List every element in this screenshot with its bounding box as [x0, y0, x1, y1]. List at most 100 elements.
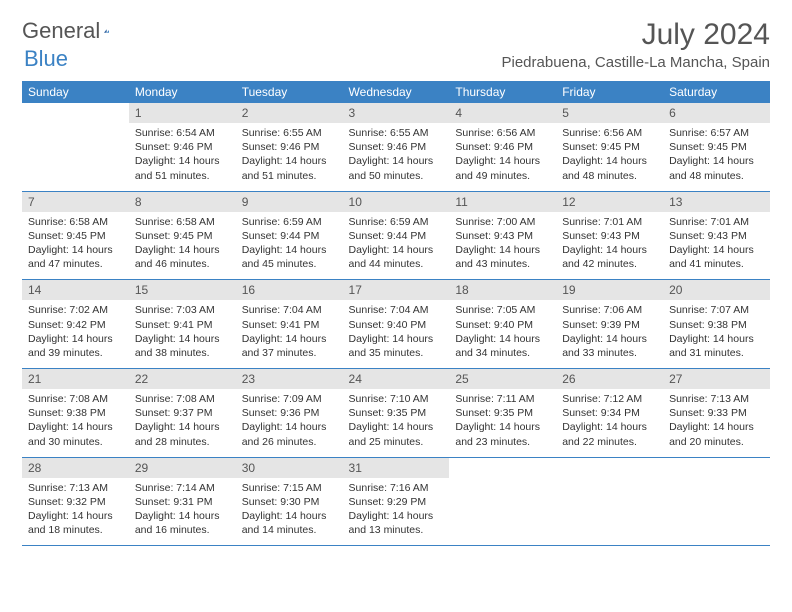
- day-data: Sunrise: 7:10 AMSunset: 9:35 PMDaylight:…: [343, 389, 450, 457]
- day-number: 11: [449, 192, 556, 212]
- day-cell: 8Sunrise: 6:58 AMSunset: 9:45 PMDaylight…: [129, 191, 236, 280]
- sunrise-line: Sunrise: 6:55 AM: [349, 126, 444, 140]
- daylight-line: Daylight: 14 hours and 44 minutes.: [349, 243, 444, 271]
- day-data: Sunrise: 6:55 AMSunset: 9:46 PMDaylight:…: [343, 123, 450, 191]
- day-number: 14: [22, 280, 129, 300]
- weekday-header: Monday: [129, 81, 236, 103]
- day-number: 9: [236, 192, 343, 212]
- day-cell: 18Sunrise: 7:05 AMSunset: 9:40 PMDayligh…: [449, 280, 556, 369]
- daylight-line: Daylight: 14 hours and 49 minutes.: [455, 154, 550, 182]
- week-row: 21Sunrise: 7:08 AMSunset: 9:38 PMDayligh…: [22, 369, 770, 458]
- daylight-line: Daylight: 14 hours and 41 minutes.: [669, 243, 764, 271]
- day-number: 10: [343, 192, 450, 212]
- sunset-line: Sunset: 9:31 PM: [135, 495, 230, 509]
- daylight-line: Daylight: 14 hours and 50 minutes.: [349, 154, 444, 182]
- day-data: Sunrise: 6:54 AMSunset: 9:46 PMDaylight:…: [129, 123, 236, 191]
- day-data: Sunrise: 7:05 AMSunset: 9:40 PMDaylight:…: [449, 300, 556, 368]
- logo-text-blue: Blue: [24, 46, 68, 72]
- daylight-line: Daylight: 14 hours and 43 minutes.: [455, 243, 550, 271]
- weekday-header: Friday: [556, 81, 663, 103]
- day-number: 15: [129, 280, 236, 300]
- day-data: Sunrise: 6:58 AMSunset: 9:45 PMDaylight:…: [129, 212, 236, 280]
- day-data: Sunrise: 7:14 AMSunset: 9:31 PMDaylight:…: [129, 478, 236, 546]
- daylight-line: Daylight: 14 hours and 51 minutes.: [242, 154, 337, 182]
- day-data: Sunrise: 7:04 AMSunset: 9:40 PMDaylight:…: [343, 300, 450, 368]
- day-data: Sunrise: 7:03 AMSunset: 9:41 PMDaylight:…: [129, 300, 236, 368]
- sunrise-line: Sunrise: 7:04 AM: [349, 303, 444, 317]
- day-number: 26: [556, 369, 663, 389]
- day-cell: 7Sunrise: 6:58 AMSunset: 9:45 PMDaylight…: [22, 191, 129, 280]
- day-number: 8: [129, 192, 236, 212]
- sunrise-line: Sunrise: 6:54 AM: [135, 126, 230, 140]
- day-number: 17: [343, 280, 450, 300]
- daylight-line: Daylight: 14 hours and 25 minutes.: [349, 420, 444, 448]
- day-data: Sunrise: 6:56 AMSunset: 9:45 PMDaylight:…: [556, 123, 663, 191]
- day-number: 16: [236, 280, 343, 300]
- day-number: 19: [556, 280, 663, 300]
- day-cell: 31Sunrise: 7:16 AMSunset: 9:29 PMDayligh…: [343, 457, 450, 546]
- day-number: 29: [129, 458, 236, 478]
- location: Piedrabuena, Castille-La Mancha, Spain: [502, 54, 771, 71]
- sunrise-line: Sunrise: 7:07 AM: [669, 303, 764, 317]
- day-cell: 21Sunrise: 7:08 AMSunset: 9:38 PMDayligh…: [22, 369, 129, 458]
- day-data: Sunrise: 6:59 AMSunset: 9:44 PMDaylight:…: [236, 212, 343, 280]
- day-data: Sunrise: 7:01 AMSunset: 9:43 PMDaylight:…: [556, 212, 663, 280]
- daylight-line: Daylight: 14 hours and 45 minutes.: [242, 243, 337, 271]
- daylight-line: Daylight: 14 hours and 48 minutes.: [562, 154, 657, 182]
- daylight-line: Daylight: 14 hours and 18 minutes.: [28, 509, 123, 537]
- sunrise-line: Sunrise: 7:15 AM: [242, 481, 337, 495]
- sunset-line: Sunset: 9:41 PM: [242, 318, 337, 332]
- day-data: Sunrise: 6:56 AMSunset: 9:46 PMDaylight:…: [449, 123, 556, 191]
- day-number: 20: [663, 280, 770, 300]
- sunset-line: Sunset: 9:34 PM: [562, 406, 657, 420]
- sunset-line: Sunset: 9:45 PM: [562, 140, 657, 154]
- sunset-line: Sunset: 9:30 PM: [242, 495, 337, 509]
- day-cell: [22, 103, 129, 191]
- sunrise-line: Sunrise: 7:14 AM: [135, 481, 230, 495]
- day-cell: 16Sunrise: 7:04 AMSunset: 9:41 PMDayligh…: [236, 280, 343, 369]
- day-cell: 26Sunrise: 7:12 AMSunset: 9:34 PMDayligh…: [556, 369, 663, 458]
- sunrise-line: Sunrise: 7:02 AM: [28, 303, 123, 317]
- day-cell: [663, 457, 770, 546]
- day-cell: 28Sunrise: 7:13 AMSunset: 9:32 PMDayligh…: [22, 457, 129, 546]
- sunset-line: Sunset: 9:33 PM: [669, 406, 764, 420]
- day-data: Sunrise: 6:58 AMSunset: 9:45 PMDaylight:…: [22, 212, 129, 280]
- day-cell: 14Sunrise: 7:02 AMSunset: 9:42 PMDayligh…: [22, 280, 129, 369]
- weekday-header: Sunday: [22, 81, 129, 103]
- day-number: 25: [449, 369, 556, 389]
- day-data: Sunrise: 7:07 AMSunset: 9:38 PMDaylight:…: [663, 300, 770, 368]
- weekday-header: Saturday: [663, 81, 770, 103]
- sunrise-line: Sunrise: 6:59 AM: [349, 215, 444, 229]
- weekday-header: Thursday: [449, 81, 556, 103]
- day-data: Sunrise: 7:02 AMSunset: 9:42 PMDaylight:…: [22, 300, 129, 368]
- day-number: 4: [449, 103, 556, 123]
- sunset-line: Sunset: 9:46 PM: [455, 140, 550, 154]
- sunrise-line: Sunrise: 7:13 AM: [28, 481, 123, 495]
- day-number: 6: [663, 103, 770, 123]
- day-data: Sunrise: 6:55 AMSunset: 9:46 PMDaylight:…: [236, 123, 343, 191]
- day-number: 28: [22, 458, 129, 478]
- day-number: 13: [663, 192, 770, 212]
- day-data: Sunrise: 7:13 AMSunset: 9:32 PMDaylight:…: [22, 478, 129, 546]
- day-cell: 15Sunrise: 7:03 AMSunset: 9:41 PMDayligh…: [129, 280, 236, 369]
- day-data: Sunrise: 7:06 AMSunset: 9:39 PMDaylight:…: [556, 300, 663, 368]
- daylight-line: Daylight: 14 hours and 14 minutes.: [242, 509, 337, 537]
- day-cell: 24Sunrise: 7:10 AMSunset: 9:35 PMDayligh…: [343, 369, 450, 458]
- day-number: 24: [343, 369, 450, 389]
- daylight-line: Daylight: 14 hours and 22 minutes.: [562, 420, 657, 448]
- week-row: 1Sunrise: 6:54 AMSunset: 9:46 PMDaylight…: [22, 103, 770, 191]
- daylight-line: Daylight: 14 hours and 48 minutes.: [669, 154, 764, 182]
- sunset-line: Sunset: 9:38 PM: [28, 406, 123, 420]
- sunrise-line: Sunrise: 7:08 AM: [28, 392, 123, 406]
- sunset-line: Sunset: 9:37 PM: [135, 406, 230, 420]
- sunrise-line: Sunrise: 7:01 AM: [562, 215, 657, 229]
- month-title: July 2024: [502, 18, 771, 52]
- day-cell: 1Sunrise: 6:54 AMSunset: 9:46 PMDaylight…: [129, 103, 236, 191]
- daylight-line: Daylight: 14 hours and 42 minutes.: [562, 243, 657, 271]
- day-data: Sunrise: 7:01 AMSunset: 9:43 PMDaylight:…: [663, 212, 770, 280]
- day-number: 22: [129, 369, 236, 389]
- day-cell: 3Sunrise: 6:55 AMSunset: 9:46 PMDaylight…: [343, 103, 450, 191]
- sunset-line: Sunset: 9:38 PM: [669, 318, 764, 332]
- day-cell: 9Sunrise: 6:59 AMSunset: 9:44 PMDaylight…: [236, 191, 343, 280]
- daylight-line: Daylight: 14 hours and 34 minutes.: [455, 332, 550, 360]
